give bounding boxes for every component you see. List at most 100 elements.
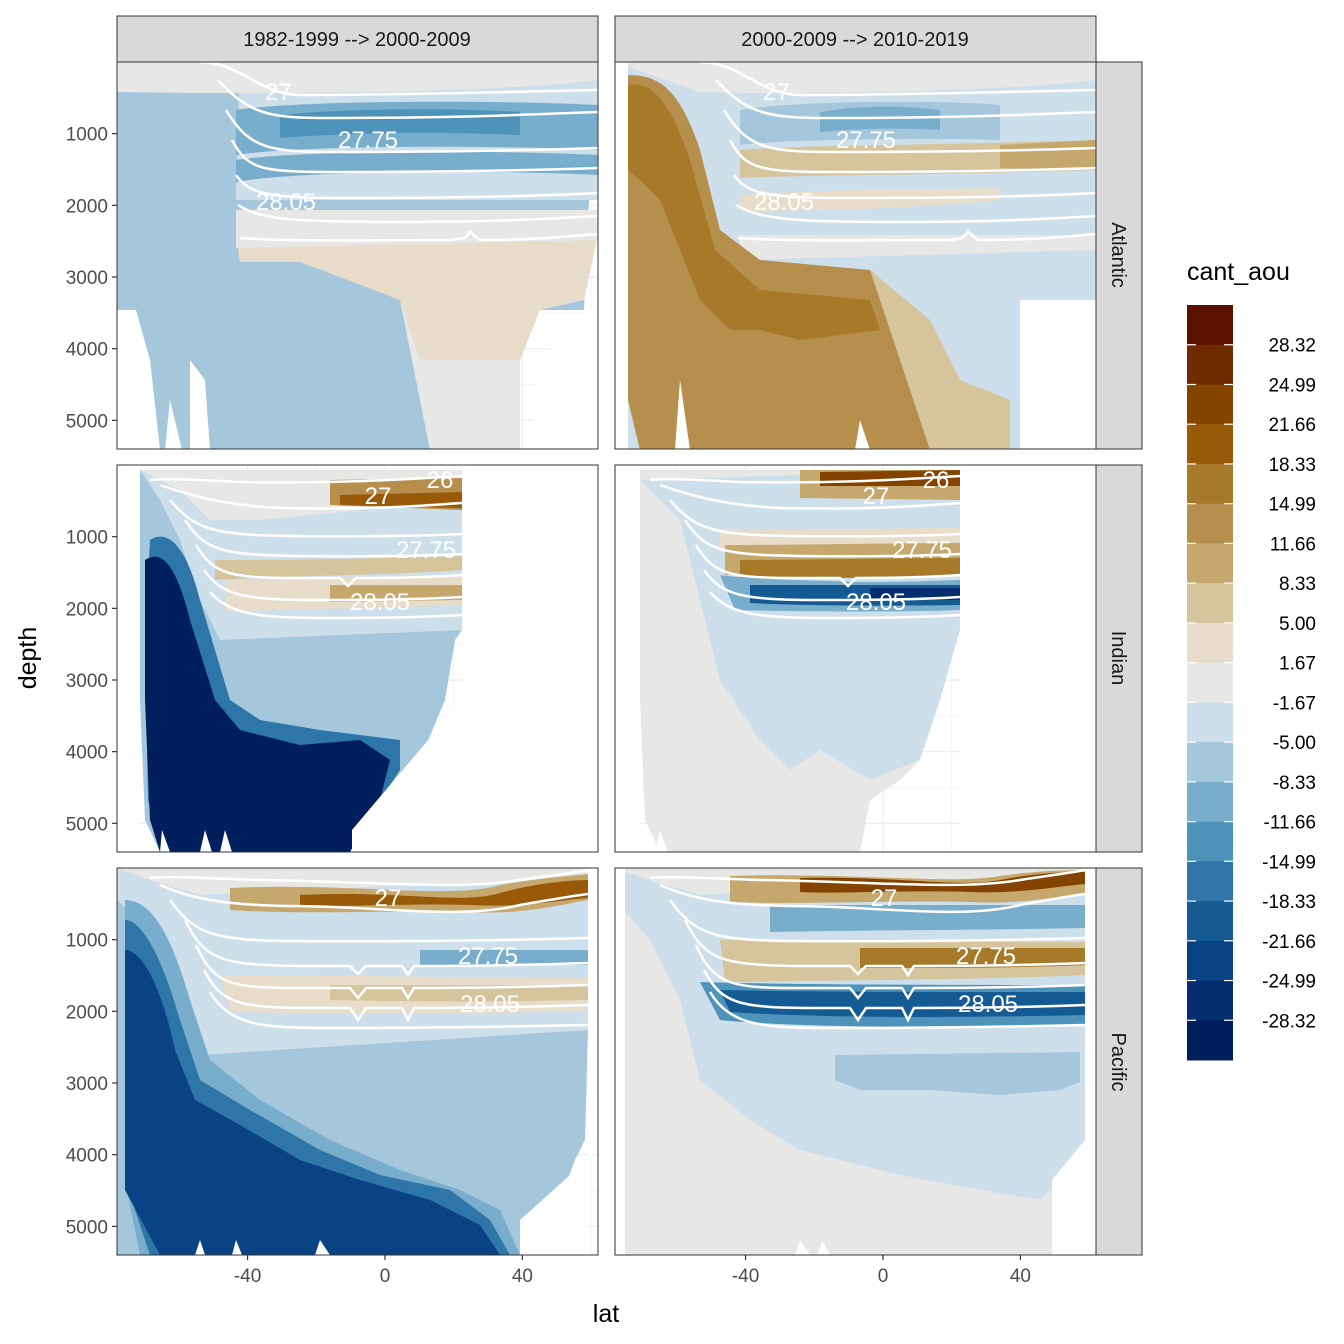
- panel-indian-period2-contours: [649, 474, 961, 620]
- contour-label-27-75: 27.75: [956, 943, 1016, 970]
- legend-swatch: [1187, 702, 1233, 743]
- legend-swatch: [1187, 742, 1233, 783]
- row-strip-atlantic-label: Atlantic: [1107, 222, 1129, 288]
- x-tick-label: 0: [380, 1266, 391, 1287]
- field-deep-strong: [628, 84, 880, 340]
- y-tick-label: 4000: [66, 743, 108, 764]
- y-tick-label: 2000: [66, 1002, 108, 1023]
- row-strip-indian-label: Indian: [1107, 631, 1129, 686]
- column-strip-1-label: 1982-1999 --> 2000-2009: [243, 29, 470, 51]
- x-tick-label: -40: [234, 1266, 261, 1287]
- legend-label: -8.33: [1273, 773, 1316, 794]
- panel-atlantic-period2: 27 27.75 28.05: [614, 61, 1097, 450]
- panel-indian-period1-border: [116, 464, 599, 853]
- legend-label: -11.66: [1264, 813, 1316, 834]
- field-pos-north: [236, 235, 598, 360]
- legend-title: cant_aou: [1187, 258, 1290, 286]
- x-axes: -40 0 40 -40 0 40: [234, 1255, 1031, 1287]
- legend-swatch: [1187, 781, 1233, 823]
- panel-atlantic-period2-fill: [615, 62, 1096, 449]
- field-mask: [117, 300, 598, 449]
- row-strip-atlantic: Atlantic: [1095, 61, 1143, 450]
- field-band-a: [215, 556, 462, 580]
- panel-atlantic-period1: 27 27.75 28.05: [116, 61, 599, 450]
- legend-label: -1.67: [1273, 693, 1316, 714]
- legend-swatch: [1187, 344, 1233, 385]
- legend-label: 11.66: [1270, 534, 1316, 555]
- legend: cant_aou 28.32 24.99 21.66 18.33 14.99 11.66 8…: [1187, 258, 1316, 1061]
- legend-label: 24.99: [1268, 375, 1316, 396]
- panel-atlantic-period2-contours: [699, 62, 1096, 242]
- legend-label: -18.33: [1262, 892, 1316, 913]
- contour-label-27: 27: [265, 79, 292, 106]
- contour-label-26: 26: [427, 467, 454, 494]
- legend-swatch: [1187, 980, 1233, 1021]
- legend-swatch: [1187, 622, 1233, 664]
- contour-label-27-75: 27.75: [338, 127, 398, 154]
- y-tick-label: 1000: [66, 125, 108, 146]
- legend-swatch: [1187, 503, 1233, 544]
- contour-label-28-05: 28.05: [256, 189, 316, 216]
- panel-atlantic-period1-fill: [117, 62, 598, 449]
- panel-indian-period2-fill: [615, 465, 1096, 852]
- y-tick-label: 2000: [66, 599, 108, 620]
- legend-label: 1.67: [1279, 654, 1316, 675]
- contour-label-28-05: 28.05: [754, 189, 814, 216]
- field-deep-north-pos: [870, 270, 1010, 449]
- panel-indian-period1-fill: [117, 465, 598, 852]
- contour-label-27-75: 27.75: [396, 537, 456, 564]
- contour-label-28-05: 28.05: [846, 589, 906, 616]
- panel-atlantic-period1-contours: [199, 62, 598, 242]
- y-tick-label: 5000: [66, 411, 108, 432]
- legend-swatch: [1187, 821, 1233, 862]
- legend-swatch: [1187, 463, 1233, 505]
- contour-label-27-75: 27.75: [458, 943, 518, 970]
- contour-label-27: 27: [763, 79, 790, 106]
- panel-pacific-period2-border: [614, 867, 1097, 1256]
- x-axis-title: lat: [593, 1300, 619, 1328]
- panel-pacific-period1: 27 27.75 28.05: [116, 867, 599, 1256]
- y-tick-label: 4000: [66, 1146, 108, 1167]
- y-tick-label: 3000: [66, 1074, 108, 1095]
- legend-label: 18.33: [1268, 455, 1316, 476]
- field-band-pos-core: [1000, 140, 1096, 170]
- field-neg-27-75-core: [420, 950, 588, 965]
- y-tick-label: 1000: [66, 528, 108, 549]
- column-strip-1: 1982-1999 --> 2000-2009: [116, 15, 599, 63]
- legend-label: 14.99: [1268, 495, 1316, 516]
- field-mask: [615, 465, 1096, 852]
- legend-swatch: [1187, 861, 1233, 902]
- field-mask: [195, 868, 598, 1255]
- y-axis-title: depth: [14, 627, 42, 690]
- legend-label: 5.00: [1279, 614, 1316, 635]
- field-neutral-deep: [400, 300, 520, 449]
- panel-pacific-period1-border: [116, 867, 599, 1256]
- panel-pacific-period2: 27 27.75 28.05: [614, 867, 1097, 1256]
- legend-swatch: [1187, 1020, 1233, 1061]
- row-strip-pacific-label: Pacific: [1107, 1033, 1129, 1092]
- contour-label-27: 27: [375, 885, 402, 912]
- contour-label-27-75: 27.75: [892, 537, 952, 564]
- legend-swatch: [1187, 543, 1233, 584]
- contour-label-27: 27: [871, 885, 898, 912]
- panel-indian-period2: 26 27 27.75 28.05: [614, 464, 1097, 853]
- legend-label: 28.32: [1268, 336, 1316, 357]
- x-tick-label: 40: [1010, 1266, 1031, 1287]
- field-pos-28-05: [740, 188, 1000, 212]
- contour-label-27: 27: [863, 483, 890, 510]
- y-tick-label: 3000: [66, 671, 108, 692]
- x-tick-label: 40: [512, 1266, 533, 1287]
- field-neg-28-05-core: [720, 990, 1085, 1017]
- panel-pacific-period1-contours: [149, 868, 589, 1030]
- legend-swatch: [1187, 305, 1233, 346]
- y-tick-label: 2000: [66, 196, 108, 217]
- field-deep-neg-patch: [835, 1052, 1080, 1095]
- panel-atlantic-period1-border: [116, 61, 599, 450]
- x-tick-label: -40: [732, 1266, 759, 1287]
- y-tick-label: 3000: [66, 268, 108, 289]
- field-deep-neg-strong: [125, 950, 500, 1255]
- legend-swatch: [1187, 424, 1233, 465]
- legend-label: 8.33: [1279, 574, 1316, 595]
- field-deep-strong: [145, 556, 390, 852]
